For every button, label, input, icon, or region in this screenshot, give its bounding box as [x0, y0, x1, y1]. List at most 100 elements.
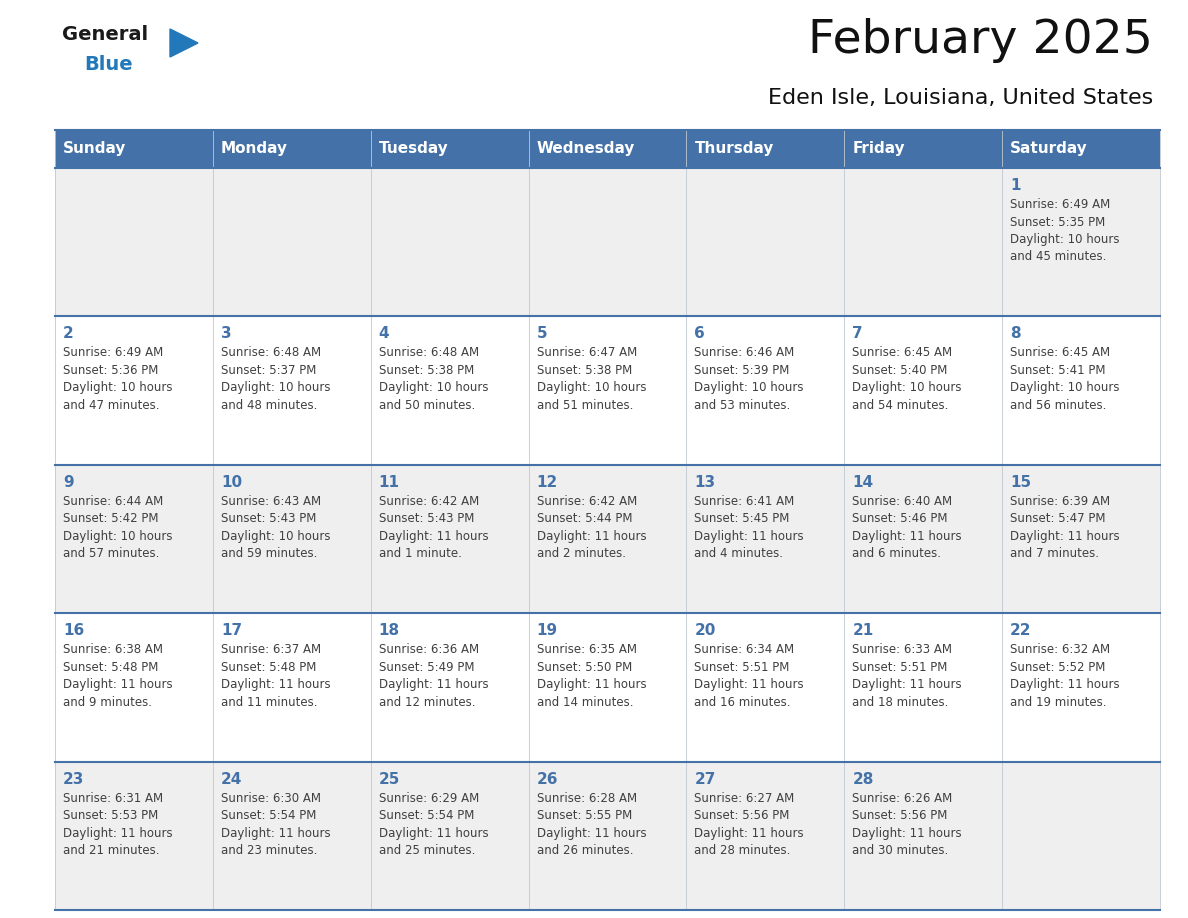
- Text: 7: 7: [852, 327, 862, 341]
- Text: Blue: Blue: [84, 55, 133, 74]
- Text: 24: 24: [221, 772, 242, 787]
- Text: Sunset: 5:56 PM: Sunset: 5:56 PM: [852, 809, 948, 823]
- Text: 11: 11: [379, 475, 399, 490]
- Text: and 25 minutes.: and 25 minutes.: [379, 844, 475, 857]
- Text: and 56 minutes.: and 56 minutes.: [1010, 399, 1106, 412]
- Text: Thursday: Thursday: [695, 141, 773, 156]
- Text: 23: 23: [63, 772, 84, 787]
- Text: and 12 minutes.: and 12 minutes.: [379, 696, 475, 709]
- Text: Sunrise: 6:31 AM: Sunrise: 6:31 AM: [63, 791, 163, 804]
- Text: and 47 minutes.: and 47 minutes.: [63, 399, 159, 412]
- Text: Daylight: 11 hours: Daylight: 11 hours: [221, 826, 330, 840]
- Text: Sunset: 5:48 PM: Sunset: 5:48 PM: [221, 661, 316, 674]
- Text: 21: 21: [852, 623, 873, 638]
- Text: Daylight: 11 hours: Daylight: 11 hours: [852, 678, 962, 691]
- Text: Daylight: 10 hours: Daylight: 10 hours: [379, 381, 488, 395]
- Text: and 16 minutes.: and 16 minutes.: [695, 696, 791, 709]
- Text: Daylight: 10 hours: Daylight: 10 hours: [852, 381, 962, 395]
- Text: Daylight: 10 hours: Daylight: 10 hours: [63, 530, 172, 543]
- Text: Sunset: 5:53 PM: Sunset: 5:53 PM: [63, 809, 158, 823]
- Bar: [55, 130, 213, 168]
- Bar: [529, 130, 687, 168]
- Text: 10: 10: [221, 475, 242, 490]
- Text: Sunrise: 6:45 AM: Sunrise: 6:45 AM: [1010, 346, 1111, 360]
- Text: Daylight: 10 hours: Daylight: 10 hours: [221, 530, 330, 543]
- Text: Daylight: 11 hours: Daylight: 11 hours: [537, 530, 646, 543]
- Text: Daylight: 11 hours: Daylight: 11 hours: [1010, 678, 1120, 691]
- Text: Sunset: 5:51 PM: Sunset: 5:51 PM: [852, 661, 948, 674]
- Bar: [213, 130, 371, 168]
- Text: and 45 minutes.: and 45 minutes.: [1010, 251, 1106, 263]
- Text: 8: 8: [1010, 327, 1020, 341]
- Text: and 26 minutes.: and 26 minutes.: [537, 844, 633, 857]
- Text: Sunrise: 6:48 AM: Sunrise: 6:48 AM: [379, 346, 479, 360]
- Text: Sunrise: 6:40 AM: Sunrise: 6:40 AM: [852, 495, 953, 508]
- Text: Daylight: 11 hours: Daylight: 11 hours: [852, 530, 962, 543]
- Text: Sunrise: 6:34 AM: Sunrise: 6:34 AM: [695, 644, 795, 656]
- Text: and 21 minutes.: and 21 minutes.: [63, 844, 159, 857]
- Text: Sunrise: 6:30 AM: Sunrise: 6:30 AM: [221, 791, 321, 804]
- Text: 19: 19: [537, 623, 557, 638]
- Text: Sunset: 5:43 PM: Sunset: 5:43 PM: [379, 512, 474, 525]
- Text: Sunset: 5:55 PM: Sunset: 5:55 PM: [537, 809, 632, 823]
- Text: and 59 minutes.: and 59 minutes.: [221, 547, 317, 560]
- Text: Daylight: 11 hours: Daylight: 11 hours: [695, 530, 804, 543]
- Text: Sunset: 5:46 PM: Sunset: 5:46 PM: [852, 512, 948, 525]
- Text: Daylight: 11 hours: Daylight: 11 hours: [379, 530, 488, 543]
- Bar: [55, 317, 1159, 465]
- Bar: [55, 613, 1159, 762]
- Bar: [1003, 130, 1159, 168]
- Text: Sunrise: 6:32 AM: Sunrise: 6:32 AM: [1010, 644, 1111, 656]
- Text: and 11 minutes.: and 11 minutes.: [221, 696, 317, 709]
- Text: and 4 minutes.: and 4 minutes.: [695, 547, 783, 560]
- Text: 2: 2: [63, 327, 74, 341]
- Text: Sunrise: 6:41 AM: Sunrise: 6:41 AM: [695, 495, 795, 508]
- Text: Sunset: 5:56 PM: Sunset: 5:56 PM: [695, 809, 790, 823]
- Text: Sunrise: 6:27 AM: Sunrise: 6:27 AM: [695, 791, 795, 804]
- Text: 3: 3: [221, 327, 232, 341]
- Text: Daylight: 10 hours: Daylight: 10 hours: [1010, 381, 1119, 395]
- Text: Daylight: 10 hours: Daylight: 10 hours: [537, 381, 646, 395]
- Text: and 6 minutes.: and 6 minutes.: [852, 547, 941, 560]
- Text: Monday: Monday: [221, 141, 287, 156]
- Text: and 9 minutes.: and 9 minutes.: [63, 696, 152, 709]
- Text: Daylight: 11 hours: Daylight: 11 hours: [537, 826, 646, 840]
- Text: Daylight: 11 hours: Daylight: 11 hours: [1010, 530, 1120, 543]
- Text: and 51 minutes.: and 51 minutes.: [537, 399, 633, 412]
- Text: Daylight: 11 hours: Daylight: 11 hours: [695, 678, 804, 691]
- Text: 17: 17: [221, 623, 242, 638]
- Text: Friday: Friday: [852, 141, 905, 156]
- Text: Daylight: 11 hours: Daylight: 11 hours: [63, 826, 172, 840]
- Text: and 30 minutes.: and 30 minutes.: [852, 844, 948, 857]
- Text: Sunset: 5:48 PM: Sunset: 5:48 PM: [63, 661, 158, 674]
- Text: Sunrise: 6:36 AM: Sunrise: 6:36 AM: [379, 644, 479, 656]
- Bar: [55, 762, 1159, 910]
- Text: February 2025: February 2025: [808, 18, 1154, 63]
- Text: Daylight: 11 hours: Daylight: 11 hours: [379, 826, 488, 840]
- Text: Sunrise: 6:43 AM: Sunrise: 6:43 AM: [221, 495, 321, 508]
- Text: Sunset: 5:45 PM: Sunset: 5:45 PM: [695, 512, 790, 525]
- Text: Sunrise: 6:42 AM: Sunrise: 6:42 AM: [537, 495, 637, 508]
- Text: Sunrise: 6:47 AM: Sunrise: 6:47 AM: [537, 346, 637, 360]
- Text: and 50 minutes.: and 50 minutes.: [379, 399, 475, 412]
- Text: 16: 16: [63, 623, 84, 638]
- Text: Sunrise: 6:39 AM: Sunrise: 6:39 AM: [1010, 495, 1111, 508]
- Text: and 14 minutes.: and 14 minutes.: [537, 696, 633, 709]
- Text: and 28 minutes.: and 28 minutes.: [695, 844, 791, 857]
- Text: Sunrise: 6:35 AM: Sunrise: 6:35 AM: [537, 644, 637, 656]
- Text: Sunset: 5:41 PM: Sunset: 5:41 PM: [1010, 364, 1106, 377]
- Text: Daylight: 10 hours: Daylight: 10 hours: [221, 381, 330, 395]
- Text: Sunrise: 6:48 AM: Sunrise: 6:48 AM: [221, 346, 321, 360]
- Bar: [55, 465, 1159, 613]
- Text: 9: 9: [63, 475, 74, 490]
- Bar: [687, 130, 845, 168]
- Text: Sunset: 5:50 PM: Sunset: 5:50 PM: [537, 661, 632, 674]
- Text: Eden Isle, Louisiana, United States: Eden Isle, Louisiana, United States: [767, 88, 1154, 108]
- Text: Sunset: 5:36 PM: Sunset: 5:36 PM: [63, 364, 158, 377]
- Text: Wednesday: Wednesday: [537, 141, 634, 156]
- Text: Sunset: 5:54 PM: Sunset: 5:54 PM: [379, 809, 474, 823]
- Text: Daylight: 11 hours: Daylight: 11 hours: [695, 826, 804, 840]
- Text: Sunset: 5:47 PM: Sunset: 5:47 PM: [1010, 512, 1106, 525]
- Bar: [845, 130, 1003, 168]
- Text: Daylight: 11 hours: Daylight: 11 hours: [537, 678, 646, 691]
